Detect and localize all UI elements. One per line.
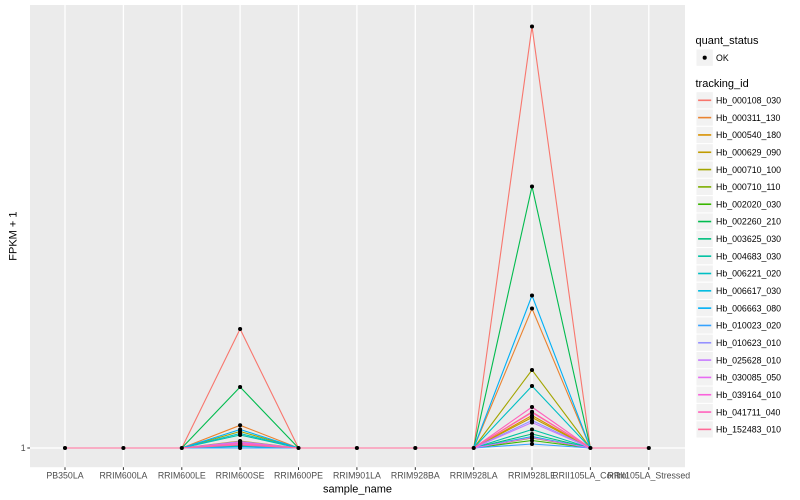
svg-text:Hb_006663_080: Hb_006663_080	[716, 303, 781, 313]
svg-text:Hb_000629_090: Hb_000629_090	[716, 147, 781, 157]
svg-text:RRIM600LA: RRIM600LA	[99, 471, 147, 481]
svg-text:FPKM + 1: FPKM + 1	[8, 211, 20, 260]
svg-text:Hb_039164_010: Hb_039164_010	[716, 390, 781, 400]
svg-text:Hb_000710_100: Hb_000710_100	[716, 165, 781, 175]
svg-text:Hb_000311_130: Hb_000311_130	[716, 113, 781, 123]
svg-text:RRIM928BA: RRIM928BA	[391, 471, 440, 481]
svg-text:Hb_025628_010: Hb_025628_010	[716, 355, 781, 365]
svg-text:RRIM928LE: RRIM928LE	[508, 471, 556, 481]
svg-text:Hb_003625_030: Hb_003625_030	[716, 234, 781, 244]
svg-text:Hb_010623_010: Hb_010623_010	[716, 338, 781, 348]
svg-text:Hb_152483_010: Hb_152483_010	[716, 425, 781, 435]
svg-text:OK: OK	[716, 53, 729, 63]
svg-text:Hb_006221_020: Hb_006221_020	[716, 269, 781, 279]
svg-text:RRII105LA_Control: RRII105LA_Control	[552, 471, 628, 481]
svg-text:Hb_002260_210: Hb_002260_210	[716, 217, 781, 227]
svg-text:Hb_041711_040: Hb_041711_040	[716, 407, 781, 417]
svg-text:Hb_004683_030: Hb_004683_030	[716, 251, 781, 261]
svg-text:RRIM600PE: RRIM600PE	[274, 471, 323, 481]
svg-text:tracking_id: tracking_id	[696, 78, 749, 90]
svg-text:RRII105LA_Stressed: RRII105LA_Stressed	[607, 471, 690, 481]
svg-text:Hb_010023_020: Hb_010023_020	[716, 321, 781, 331]
svg-text:Hb_030085_050: Hb_030085_050	[716, 373, 781, 383]
svg-text:Hb_006617_030: Hb_006617_030	[716, 286, 781, 296]
svg-text:PB350LA: PB350LA	[46, 471, 83, 481]
svg-text:1: 1	[21, 443, 26, 453]
svg-text:RRIM901LA: RRIM901LA	[333, 471, 381, 481]
svg-text:Hb_000540_180: Hb_000540_180	[716, 130, 781, 140]
svg-text:Hb_000710_110: Hb_000710_110	[716, 182, 781, 192]
svg-text:RRIM600SE: RRIM600SE	[216, 471, 265, 481]
svg-text:Hb_000108_030: Hb_000108_030	[716, 96, 781, 106]
svg-text:quant_status: quant_status	[696, 35, 759, 47]
svg-text:RRIM928LA: RRIM928LA	[450, 471, 498, 481]
svg-text:Hb_002020_030: Hb_002020_030	[716, 199, 781, 209]
svg-text:sample_name: sample_name	[323, 484, 392, 496]
svg-text:RRIM600LE: RRIM600LE	[158, 471, 206, 481]
